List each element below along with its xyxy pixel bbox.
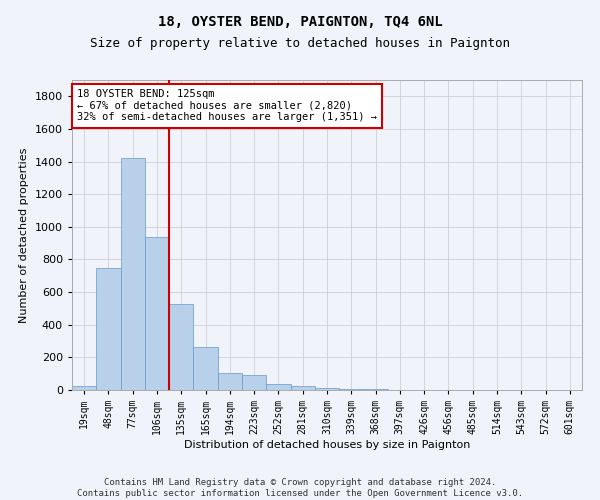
Bar — [145, 236, 169, 390]
Bar — [364, 389, 388, 390]
Bar — [193, 347, 218, 390]
Bar — [339, 388, 364, 390]
Text: 18 OYSTER BEND: 125sqm
← 67% of detached houses are smaller (2,820)
32% of semi-: 18 OYSTER BEND: 125sqm ← 67% of detached… — [77, 90, 377, 122]
Text: Contains HM Land Registry data © Crown copyright and database right 2024.
Contai: Contains HM Land Registry data © Crown c… — [77, 478, 523, 498]
Bar — [290, 386, 315, 390]
Bar — [169, 304, 193, 390]
Bar — [266, 384, 290, 390]
Bar — [96, 268, 121, 390]
Y-axis label: Number of detached properties: Number of detached properties — [19, 148, 29, 322]
Bar — [72, 386, 96, 390]
Bar — [315, 388, 339, 390]
Text: 18, OYSTER BEND, PAIGNTON, TQ4 6NL: 18, OYSTER BEND, PAIGNTON, TQ4 6NL — [158, 15, 442, 29]
Bar — [121, 158, 145, 390]
Bar — [242, 376, 266, 390]
Text: Size of property relative to detached houses in Paignton: Size of property relative to detached ho… — [90, 38, 510, 51]
X-axis label: Distribution of detached houses by size in Paignton: Distribution of detached houses by size … — [184, 440, 470, 450]
Bar — [218, 373, 242, 390]
